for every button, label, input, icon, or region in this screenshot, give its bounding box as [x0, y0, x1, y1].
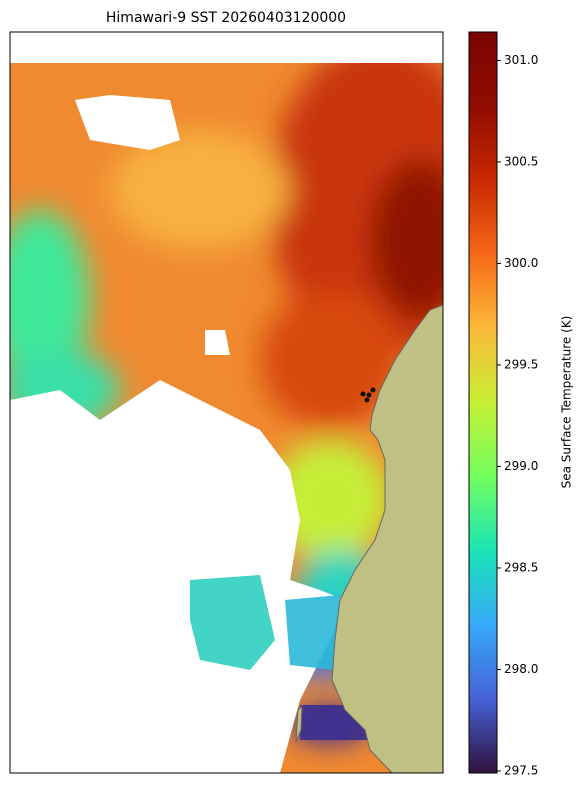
colorbar-tick-label: 297.5 — [504, 763, 538, 777]
colorbar-tick-label: 301.0 — [504, 53, 538, 67]
colorbar-tick-label: 298.5 — [504, 560, 538, 574]
title: Himawari-9 SST 20260403120000 — [106, 10, 346, 26]
colorbar-tick-label: 299.5 — [504, 357, 538, 371]
colorbar-tick-label: 300.0 — [504, 256, 538, 270]
sst-field — [10, 63, 443, 773]
colorbar-tick-label: 300.5 — [504, 154, 538, 168]
colorbar — [468, 31, 498, 774]
colorbar-label: Sea Surface Temperature (K) — [560, 316, 574, 489]
colorbar-tick-label: 299.0 — [504, 459, 538, 473]
colorbar-tick-label: 298.0 — [504, 662, 538, 676]
map-frame — [9, 31, 444, 774]
